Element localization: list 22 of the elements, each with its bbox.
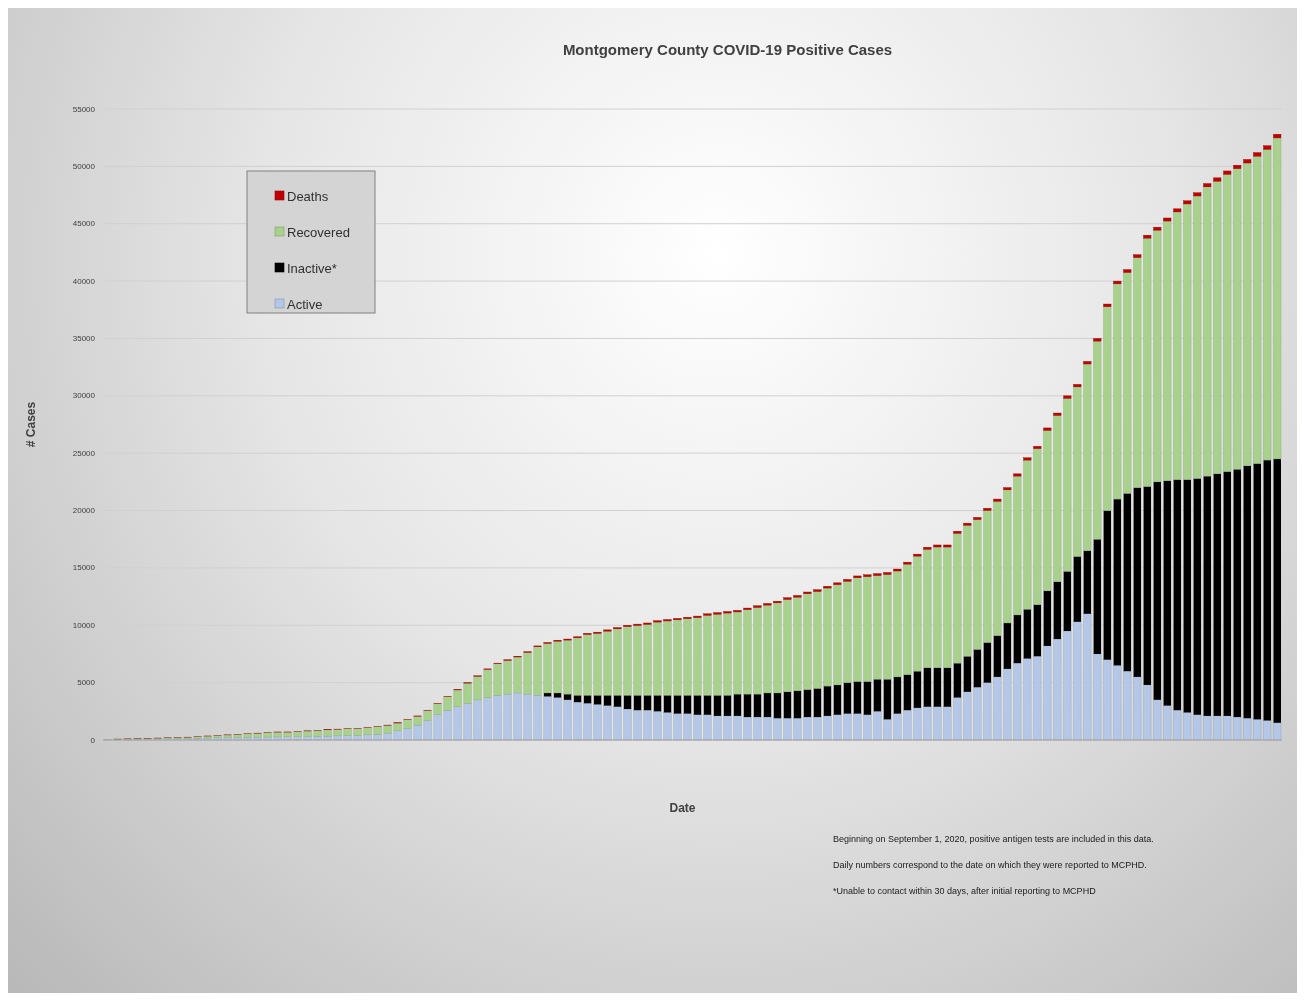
x-axis-title: Date bbox=[669, 801, 696, 815]
y-tick-label: 15000 bbox=[72, 563, 96, 573]
chart-title: Montgomery County COVID-19 Positive Cases bbox=[562, 41, 893, 58]
y-tick-label: 5000 bbox=[77, 678, 96, 688]
y-tick-label: 10000 bbox=[72, 620, 96, 630]
y-tick-label: 30000 bbox=[72, 391, 96, 401]
y-tick-label: 50000 bbox=[72, 161, 96, 171]
y-tick-label: 0 bbox=[90, 735, 96, 745]
legend-label: Deaths bbox=[287, 188, 329, 204]
text: Daily numbers correspond to the date on which they were reported to MCPHD. bbox=[833, 860, 1147, 870]
y-tick-label: 25000 bbox=[72, 448, 96, 458]
y-tick-label: 20000 bbox=[72, 506, 96, 516]
y-tick-label: 40000 bbox=[72, 276, 96, 286]
legend-label: Recovered bbox=[287, 224, 350, 240]
y-axis-title: # Cases bbox=[24, 401, 38, 448]
text: *Unable to contact within 30 days, after initial reporting to MCPHD bbox=[833, 886, 1097, 896]
legend-label: Inactive* bbox=[287, 260, 337, 276]
text: Beginning on September 1, 2020, positive antigen tests are included in this data. bbox=[833, 834, 1154, 844]
y-tick-label: 45000 bbox=[72, 219, 96, 229]
y-tick-label: 55000 bbox=[72, 104, 96, 114]
legend-label: Active bbox=[287, 296, 323, 312]
y-tick-label: 35000 bbox=[72, 334, 96, 344]
